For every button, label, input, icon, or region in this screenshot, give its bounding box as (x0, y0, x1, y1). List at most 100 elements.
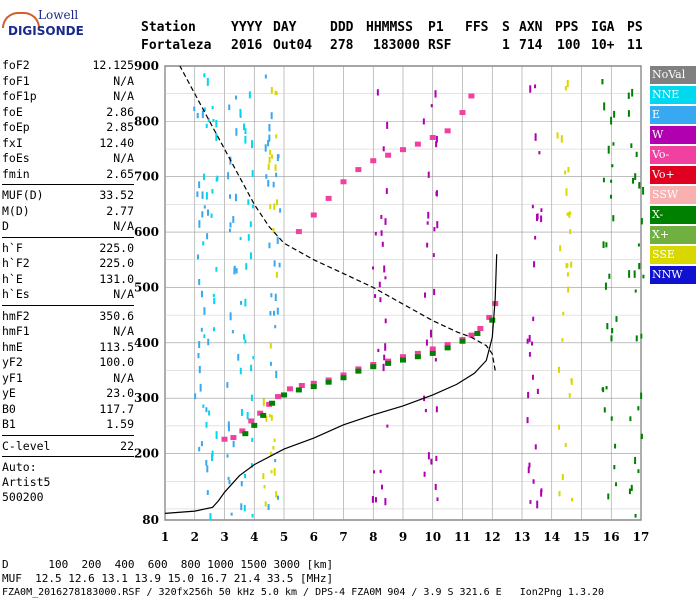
echo-pixel (534, 133, 537, 141)
echo-pixel (203, 334, 206, 339)
echo-pixel (277, 154, 280, 159)
header-label-iga: IGA (591, 20, 615, 35)
echo-pixel (531, 374, 534, 380)
echo-pixel (569, 229, 572, 235)
echo-pixel (602, 387, 605, 393)
echo-pixel (229, 194, 232, 199)
echo-pixel (263, 485, 266, 489)
param-value: N/A (113, 151, 134, 165)
trace-series (164, 65, 499, 514)
echo-pixel (265, 174, 268, 179)
echo-pixel (267, 163, 270, 170)
header-label-pps: PPS (555, 20, 579, 35)
trace-point-O-trace (477, 325, 484, 331)
trace-point-O-trace (400, 354, 406, 360)
echo-pixel (614, 443, 617, 449)
echo-pixel (634, 173, 637, 180)
echo-pixel (430, 329, 433, 338)
echo-pixel (527, 466, 530, 474)
header-value-hhmmss: 183000 (373, 38, 420, 53)
param-name: M(D) (2, 203, 30, 218)
echo-pixel (270, 470, 273, 474)
echo-pixel (604, 282, 607, 290)
param-value: 117.7 (99, 401, 134, 416)
echo-pixel (211, 453, 214, 462)
header-value-axn: 714 (519, 38, 543, 53)
echo-pixel (232, 216, 235, 223)
x-tick-label: 1 (161, 530, 169, 544)
echo-pixel (231, 330, 234, 334)
echo-pixel (200, 441, 203, 447)
echo-pixel (382, 146, 385, 152)
echo-pixel (244, 128, 247, 135)
legend-item-nne: NNE (650, 86, 696, 104)
param-value: 33.52 (99, 188, 134, 202)
x-tick-label: 10 (424, 530, 441, 544)
echo-pixel (526, 417, 529, 424)
echo-pixel (274, 325, 277, 329)
echo-pixel (638, 182, 641, 189)
echo-pixel (432, 253, 435, 258)
trace-point-O-multihop (325, 195, 332, 201)
echo-pixel (244, 298, 247, 307)
echo-pixel (565, 188, 568, 196)
param-value: 12.40 (99, 135, 134, 150)
param-name: yF2 (2, 355, 23, 369)
header-label-hhmmss: HHMMSS (366, 20, 413, 35)
x-tick-label: 7 (339, 530, 347, 544)
echo-pixel (244, 135, 247, 144)
echo-pixel (198, 365, 201, 374)
echo-pixel (226, 382, 229, 388)
param-row: D N/A (2, 219, 134, 235)
echo-pixel (371, 266, 374, 270)
echo-pixel (538, 151, 541, 155)
echo-pixel (240, 503, 243, 511)
echo-pixel (203, 73, 206, 78)
echo-pixel (627, 110, 630, 117)
echo-pixel (196, 191, 199, 198)
param-value: N/A (113, 89, 134, 103)
trace-point-O-trace (221, 436, 228, 442)
param-row: h`F 225.0 (2, 241, 134, 257)
echo-pixel (536, 388, 539, 395)
echo-pixel (240, 408, 243, 416)
echo-pixel (610, 194, 613, 199)
echo-pixel (229, 222, 232, 228)
auto-version: 500200 (2, 490, 44, 504)
trace-point-O-trace (239, 428, 246, 434)
echo-pixel (194, 393, 197, 400)
echo-pixel (435, 135, 438, 143)
echo-pixel (436, 497, 439, 502)
param-value: 350.6 (99, 308, 134, 323)
legend-item-e: E (650, 106, 696, 124)
trace-point-O-trace (275, 394, 282, 400)
muf-values-line: MUF 12.5 12.6 13.1 13.9 15.0 16.7 21.4 3… (2, 572, 334, 585)
echo-pixel (561, 473, 564, 481)
echo-pixel (611, 164, 614, 168)
param-row: M(D) 2.77 (2, 204, 134, 220)
trace-profile-extension (179, 65, 496, 371)
param-value: N/A (113, 73, 134, 88)
echo-pixel (568, 393, 571, 398)
echo-pixel (246, 411, 249, 420)
echo-pixel (251, 437, 254, 442)
echo-pixel (203, 205, 206, 209)
trace-point-X-trace (340, 375, 347, 381)
echo-pixel (268, 414, 271, 418)
echo-pixel (564, 86, 567, 91)
echo-pixel (206, 465, 209, 473)
echo-pixel (529, 500, 532, 504)
echo-pixel (229, 312, 232, 321)
param-name: hmF1 (2, 324, 30, 338)
param-name: D (2, 219, 9, 233)
param-row: yF1 N/A (2, 371, 134, 387)
echo-pixel (227, 476, 230, 480)
muf-distance-line: D 100 200 400 600 800 1000 1500 3000 [km… (2, 558, 334, 571)
echo-pixel (613, 110, 616, 118)
echo-pixel (371, 496, 374, 503)
digisonde-logo: Lowell DIGISONDE (0, 8, 84, 48)
echo-pixel (611, 327, 614, 334)
echo-pixel (642, 186, 645, 195)
x-tick-label: 2 (191, 530, 199, 544)
